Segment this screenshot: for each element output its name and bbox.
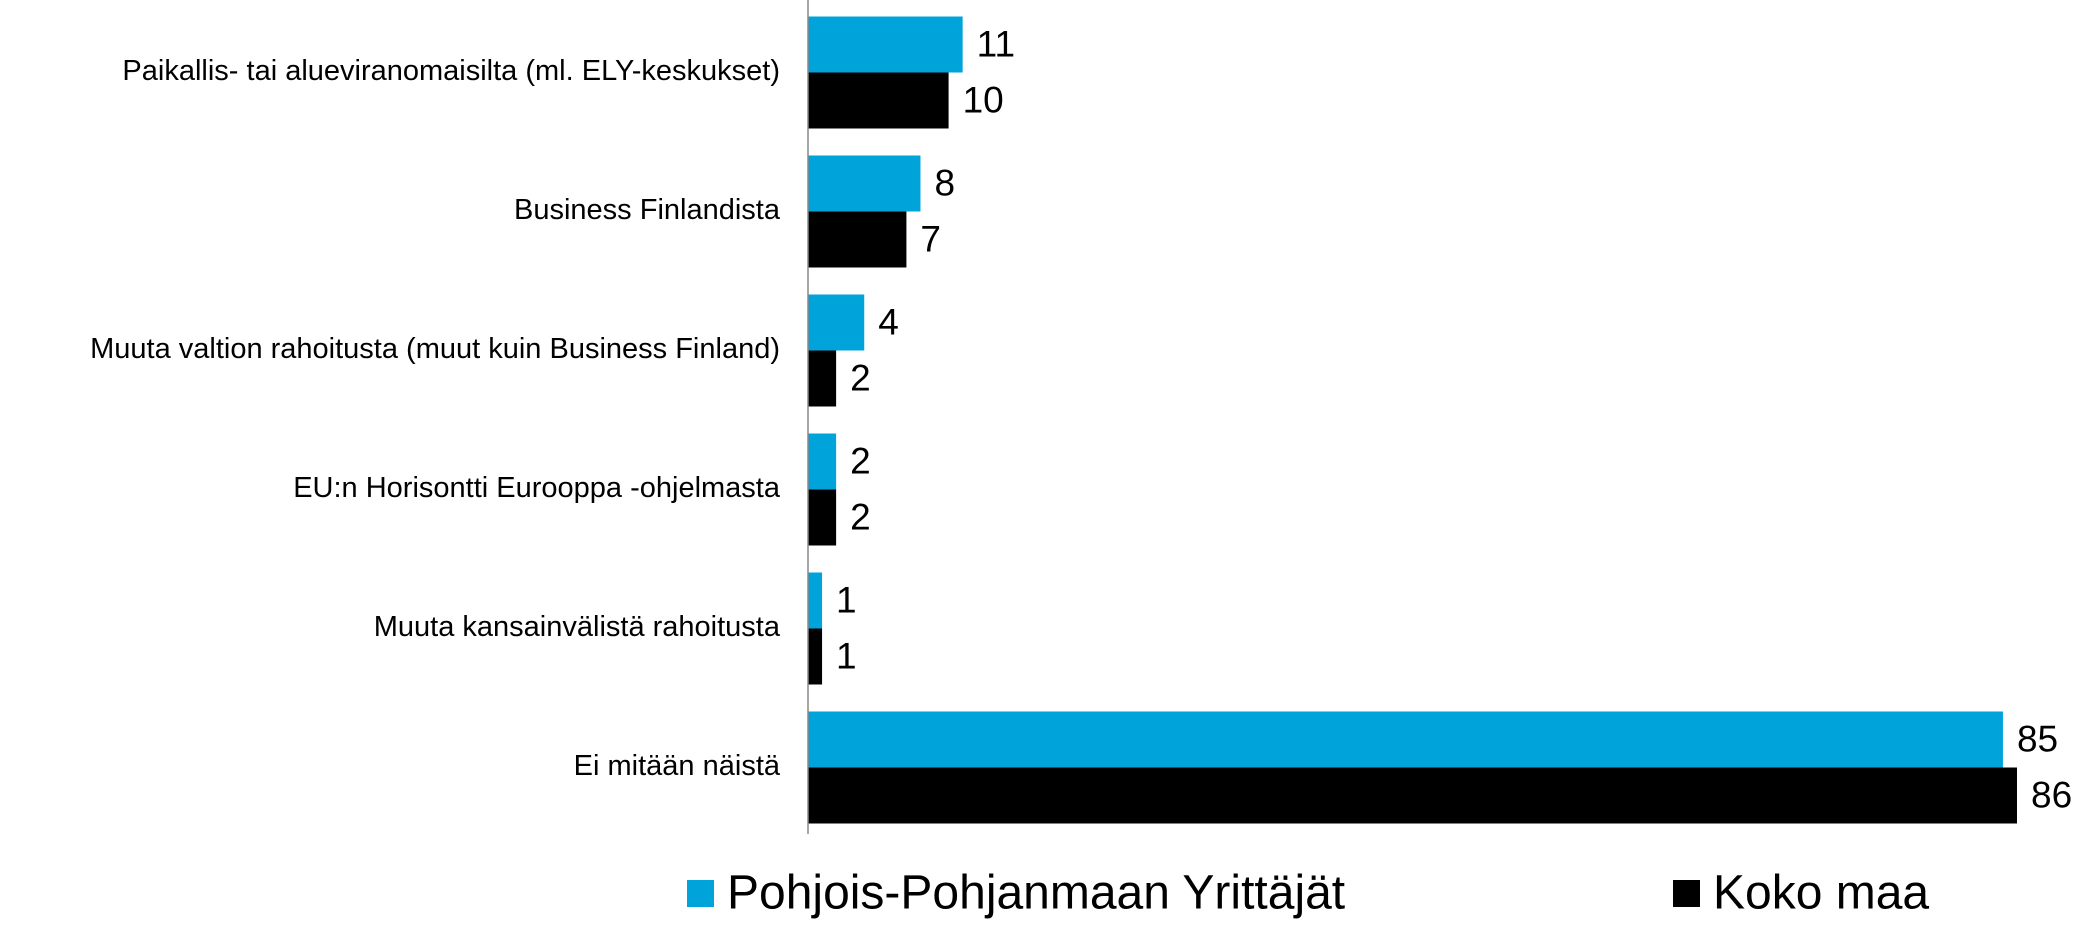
value-label: 4	[878, 301, 899, 342]
legend-label: Pohjois-Pohjanmaan Yrittäjät	[727, 867, 1345, 920]
value-label: 8	[934, 162, 955, 203]
value-label: 85	[2017, 718, 2058, 759]
value-label: 2	[850, 440, 871, 481]
category-label: Muuta valtion rahoitusta (muut kuin Busi…	[90, 333, 780, 365]
value-label: 1	[836, 635, 857, 676]
bar	[808, 489, 837, 546]
value-label: 86	[2031, 774, 2072, 815]
value-label: 1	[836, 579, 857, 620]
category-label: EU:n Horisontti Eurooppa -ohjelmasta	[293, 472, 781, 504]
category-label: Business Finlandista	[514, 194, 781, 226]
bar	[808, 16, 963, 73]
bar	[808, 72, 949, 129]
category-label: Muuta kansainvälistä rahoitusta	[374, 611, 781, 643]
category-label: Ei mitään näistä	[574, 750, 781, 782]
bar	[808, 294, 865, 351]
bar	[808, 572, 823, 629]
bar	[808, 350, 837, 407]
value-label: 2	[850, 357, 871, 398]
bar	[808, 767, 2017, 824]
bar	[808, 211, 907, 268]
value-label: 11	[977, 23, 1015, 64]
category-label: Paikallis- tai alueviranomaisilta (ml. E…	[122, 55, 780, 87]
legend-swatch	[1673, 880, 1700, 907]
legend-swatch	[687, 880, 714, 907]
bar	[808, 711, 2003, 768]
bar	[808, 433, 837, 490]
legend-label: Koko maa	[1713, 867, 1929, 920]
bar	[808, 155, 921, 212]
value-label: 7	[920, 218, 941, 259]
bar	[808, 628, 823, 685]
value-label: 10	[963, 79, 1004, 120]
value-label: 2	[850, 496, 871, 537]
